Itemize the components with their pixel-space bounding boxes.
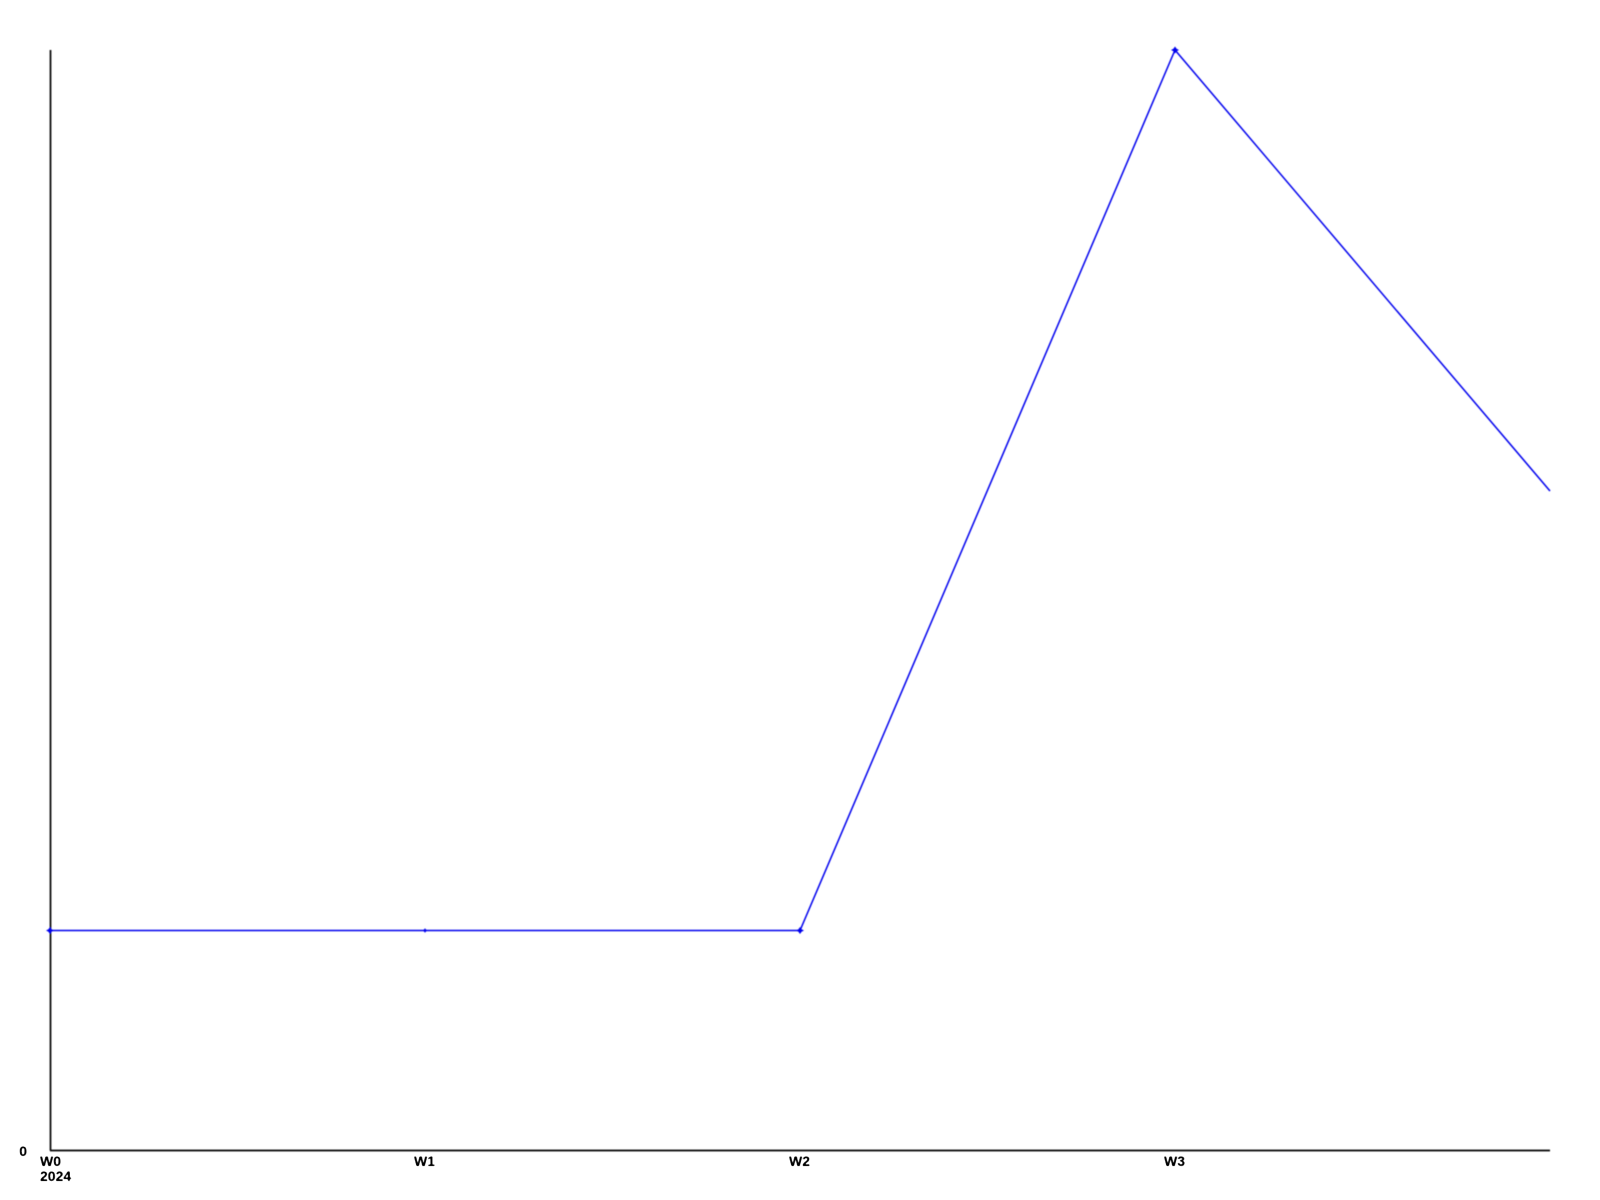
svg-text:W1: W1 xyxy=(414,1153,435,1169)
svg-text:2024: 2024 xyxy=(40,1168,71,1184)
svg-text:0: 0 xyxy=(19,1143,27,1159)
svg-text:W3: W3 xyxy=(1164,1153,1185,1169)
svg-text:W2: W2 xyxy=(789,1153,810,1169)
svg-text:W0: W0 xyxy=(40,1153,61,1169)
